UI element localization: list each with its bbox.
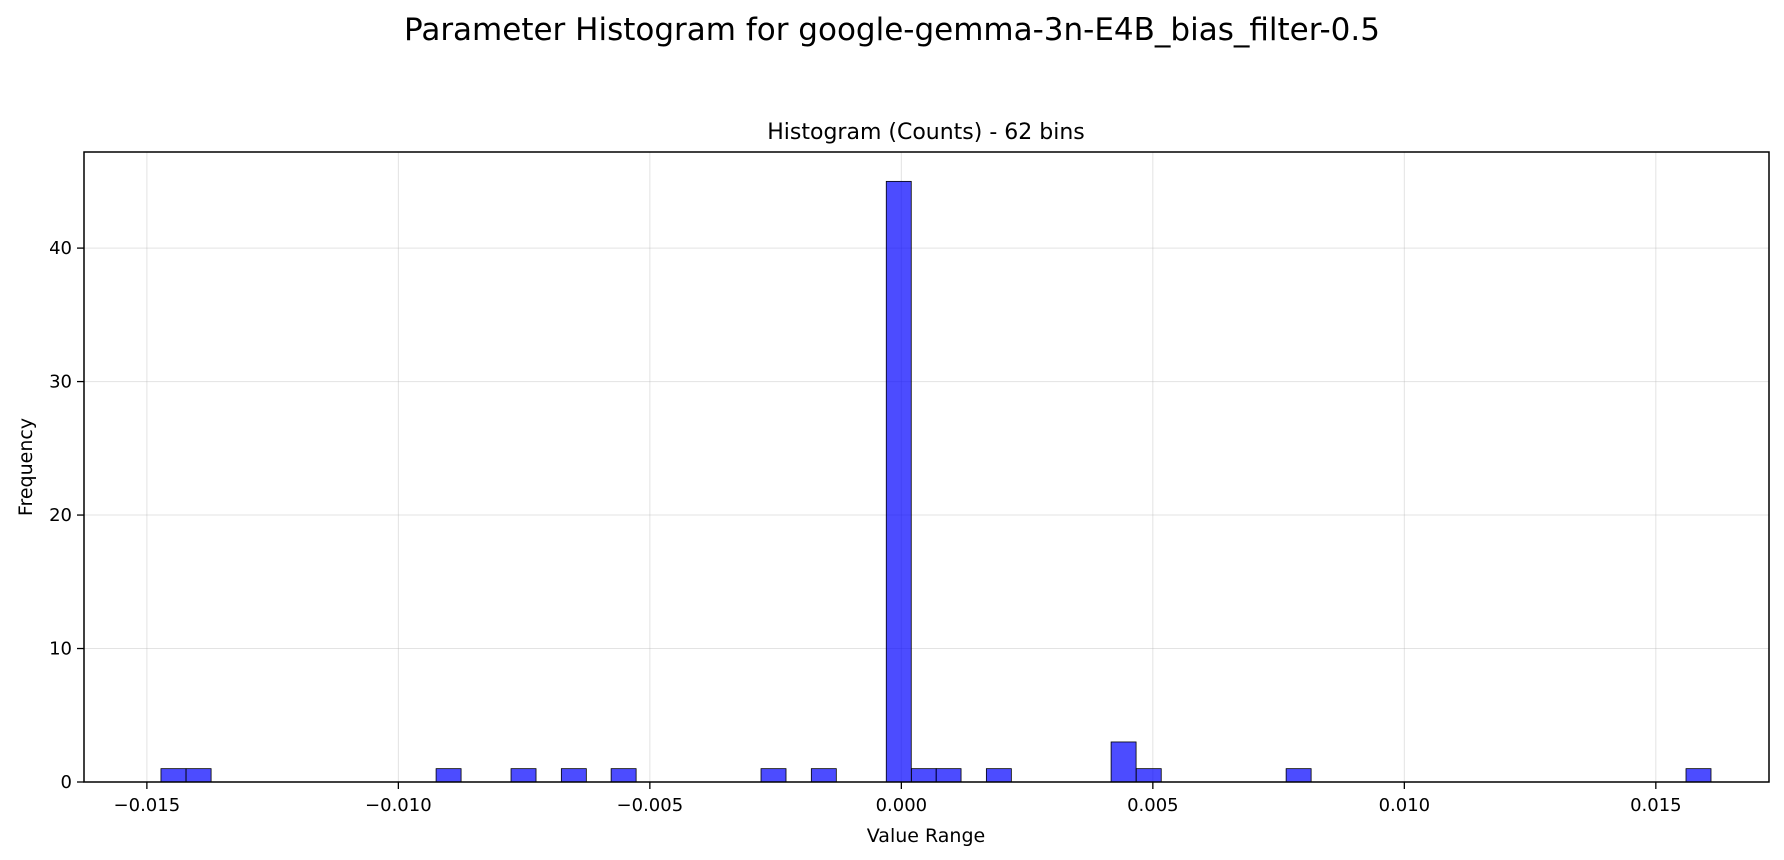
x-tick-label: −0.015 (114, 795, 181, 816)
histogram-bar (560, 768, 587, 783)
histogram-bar (1110, 741, 1137, 783)
x-tick-label: 0.015 (1630, 795, 1682, 816)
histogram-bar (510, 768, 537, 783)
y-tick-label: 0 (61, 772, 72, 793)
y-tick-label: 30 (49, 372, 72, 393)
x-tick-label: −0.010 (365, 795, 432, 816)
histogram-bars (160, 180, 1712, 783)
chart-title: Histogram (Counts) - 62 bins (767, 120, 1084, 145)
histogram-bar (160, 768, 187, 783)
histogram-bar (185, 768, 212, 783)
histogram-bar (810, 768, 837, 783)
x-tick-label: 0.000 (876, 795, 928, 816)
plot-frame (83, 151, 1770, 783)
y-tick-label: 40 (49, 238, 72, 259)
histogram-bar (760, 768, 787, 783)
x-tick-label: 0.010 (1379, 795, 1431, 816)
y-axis-label: Frequency (15, 418, 37, 516)
x-axis-ticks: −0.015 −0.010 −0.005 0.000 0.005 0.010 0.015 (114, 782, 1682, 816)
x-axis-label: Value Range (867, 825, 985, 847)
y-tick-label: 20 (49, 505, 72, 526)
y-tick-label: 10 (49, 639, 72, 660)
histogram-bar (985, 768, 1012, 783)
grid-lines (84, 152, 1769, 783)
histogram-bar (610, 768, 637, 783)
histogram-bar (1135, 768, 1162, 783)
x-tick-label: −0.005 (617, 795, 684, 816)
y-axis-ticks: 0 10 20 30 40 (49, 238, 84, 793)
histogram-bar (435, 768, 462, 783)
chart-suptitle: Parameter Histogram for google-gemma-3n-… (404, 12, 1380, 48)
x-tick-label: 0.005 (1127, 795, 1179, 816)
histogram-bar (1285, 768, 1312, 783)
histogram-bar (1685, 768, 1712, 783)
histogram-bar (885, 180, 912, 783)
histogram-bar (911, 768, 937, 783)
histogram-bar (935, 768, 962, 783)
